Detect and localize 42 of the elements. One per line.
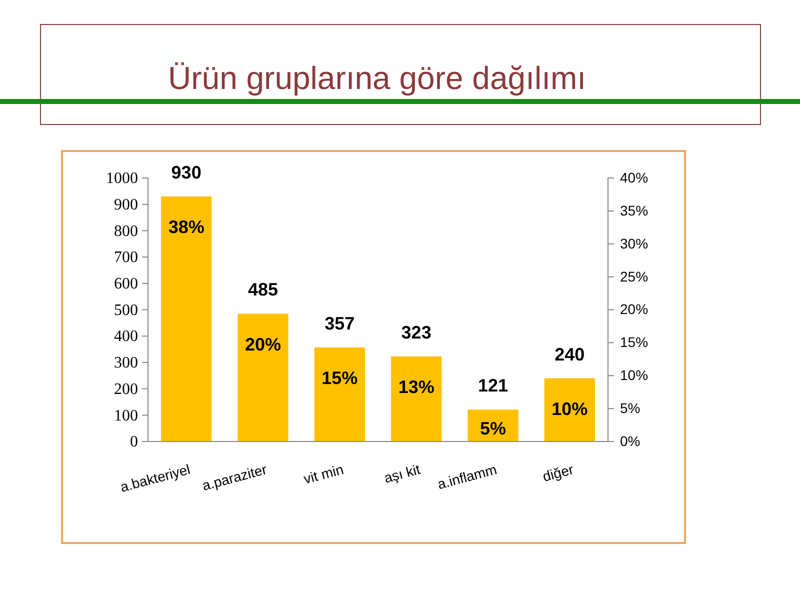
x-tick-label: aşı kit [382, 460, 422, 486]
bar [161, 196, 212, 442]
data-label: 357 [324, 313, 355, 334]
y-tick-label: 0 [130, 434, 138, 451]
y2-tick-label: 5% [620, 400, 640, 416]
annotation: 13% [398, 377, 434, 398]
y-tick-label: 600 [114, 276, 138, 293]
y2-tick-label: 40% [620, 169, 648, 186]
annotation: 5% [480, 418, 506, 438]
bar [544, 378, 595, 442]
y2-tick-label: 35% [620, 202, 648, 218]
data-label: 485 [248, 280, 278, 300]
bar [391, 356, 442, 442]
data-label: 323 [401, 322, 432, 342]
y2-tick-label: 25% [620, 268, 648, 284]
y2-tick-label: 30% [620, 235, 648, 252]
x-tick-label: a.inflamm [436, 460, 498, 492]
bar [238, 314, 288, 442]
annotation: 20% [244, 334, 282, 354]
y-tick-label: 400 [114, 328, 138, 346]
y-tick-label: 500 [114, 302, 138, 319]
chart-title: Ürün gruplarına göre dağılımı [168, 60, 586, 96]
y-tick-label: 900 [114, 196, 138, 214]
y-tick-label: 300 [114, 354, 138, 372]
data-label: 240 [554, 344, 585, 364]
y-tick-label: 1000 [106, 170, 138, 188]
y2-tick-label: 10% [620, 367, 648, 384]
annotation: 15% [322, 368, 358, 388]
data-label: 121 [478, 376, 508, 396]
data-label: 930 [171, 162, 202, 182]
y2-tick-label: 0% [620, 432, 640, 449]
y-tick-label: 200 [114, 380, 138, 398]
y-tick-label: 700 [114, 249, 138, 266]
x-tick-label: diğer [540, 460, 576, 485]
bar [314, 347, 365, 442]
y2-tick-label: 15% [620, 334, 648, 350]
annotation: 38% [168, 217, 204, 238]
x-tick-label: vit min [302, 460, 346, 487]
y-tick-label: 800 [114, 222, 138, 240]
y-tick-label: 100 [114, 407, 138, 424]
annotation: 10% [552, 399, 588, 420]
y2-tick-label: 20% [620, 301, 648, 318]
